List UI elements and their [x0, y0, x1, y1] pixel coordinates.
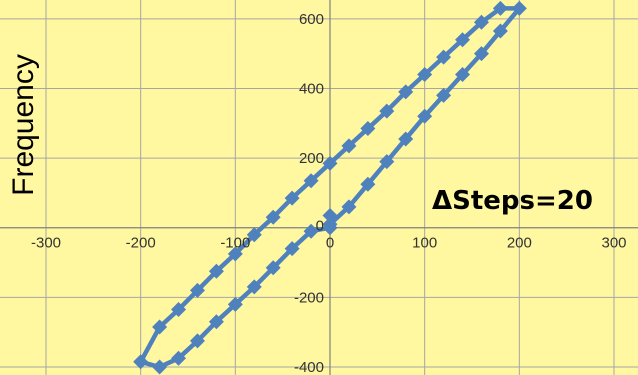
data-point [511, 0, 527, 16]
data-point [284, 241, 300, 257]
data-point [152, 319, 168, 335]
x-tick-label: 300 [601, 235, 626, 252]
y-tick-label: -400 [294, 359, 324, 375]
data-point [171, 350, 187, 366]
x-tick-label: 200 [507, 235, 532, 252]
annotation-delta-steps: ΔSteps=20 [432, 186, 593, 216]
y-tick-label: 600 [299, 11, 324, 28]
data-point [473, 14, 489, 30]
data-point [436, 49, 452, 65]
y-tick-label: -200 [294, 289, 324, 306]
data-point [322, 208, 338, 224]
data-point [284, 190, 300, 206]
data-point [227, 296, 243, 312]
data-point [398, 131, 414, 147]
data-point [341, 199, 357, 215]
data-point [189, 282, 205, 298]
data-point [455, 67, 471, 83]
data-point [246, 227, 262, 243]
data-point [492, 23, 508, 39]
data-point [455, 32, 471, 48]
data-series [133, 0, 527, 375]
x-tick-label: -200 [126, 235, 156, 252]
data-point [303, 223, 319, 239]
data-point [360, 120, 376, 136]
x-tick-label: 100 [412, 235, 437, 252]
data-point [171, 302, 187, 318]
data-point [379, 154, 395, 170]
data-point [379, 103, 395, 119]
data-point [322, 155, 338, 171]
data-point [492, 0, 508, 16]
x-tick-label: -300 [31, 235, 61, 252]
data-point [360, 176, 376, 192]
data-point [208, 314, 224, 330]
data-point [417, 108, 433, 124]
data-point [398, 84, 414, 100]
tick-labels: -300 -200 -100 0 100 200 300 -400 -200 0 200 400 600 [31, 11, 627, 375]
y-tick-label: 0 [316, 218, 324, 235]
data-point [208, 263, 224, 279]
y-tick-label: 400 [299, 80, 324, 97]
data-point [341, 138, 357, 154]
data-point [133, 354, 149, 370]
data-point [265, 260, 281, 276]
x-tick-label: -100 [220, 235, 250, 252]
data-point [189, 333, 205, 349]
data-point [152, 359, 168, 375]
y-tick-label: 200 [299, 150, 324, 167]
y-axis-label: Frequency [7, 54, 40, 196]
x-tick-label: 0 [326, 235, 334, 252]
data-point [322, 220, 338, 236]
data-point [436, 87, 452, 103]
data-point [246, 279, 262, 295]
data-point [473, 46, 489, 62]
data-point [303, 173, 319, 189]
data-point [265, 209, 281, 225]
data-point [227, 246, 243, 262]
data-point [417, 67, 433, 83]
